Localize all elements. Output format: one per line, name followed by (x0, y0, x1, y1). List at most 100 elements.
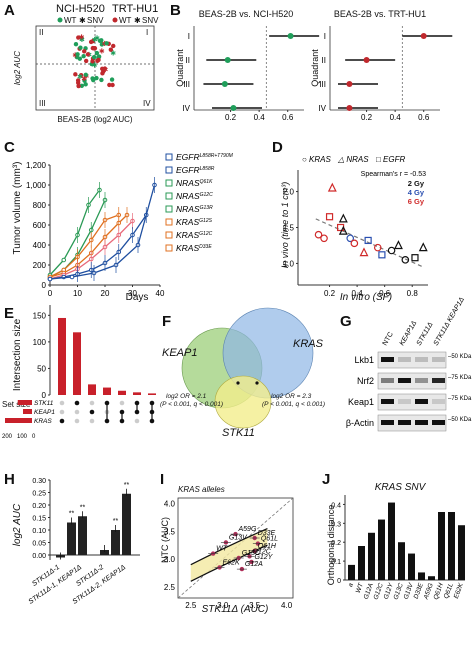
c-legend-marker (165, 231, 173, 239)
c-legend-label: NRASG12C (176, 191, 213, 201)
e-intersection-bar (118, 390, 126, 395)
h-bar (78, 516, 87, 555)
e-set-axis-tick: 0 (32, 434, 36, 440)
d-point-nras (418, 242, 428, 252)
quadrant-iv-label: IV (143, 99, 151, 108)
g-band (432, 420, 445, 425)
h-y-tick-label: 0.30 (32, 478, 46, 485)
i-point-label: A59G (238, 526, 257, 533)
e-y-tick-label: 0 (42, 391, 47, 400)
panel-g-letter: G (340, 313, 352, 330)
c-legend-marker (165, 244, 173, 252)
c-x-tick-label: 10 (73, 289, 82, 298)
h-significance: ** (113, 518, 119, 525)
d-point-egfr (325, 213, 334, 221)
b-quadrant-tick: II (186, 56, 190, 65)
d-point-kras (314, 230, 323, 239)
scatter-wt-point (99, 77, 104, 83)
c-legend-label: KRASG12S (176, 217, 213, 227)
j-bar (368, 532, 375, 580)
d-point-nras (338, 225, 348, 235)
d-x-tick-label: 0.4 (352, 289, 364, 298)
j-bar (378, 519, 385, 580)
panel-b-right-title: BEAS-2B vs. TRT-HU1 (334, 9, 426, 19)
c-y-tick-label: 800 (33, 201, 47, 210)
b-x-tick-label: 0.4 (390, 113, 402, 122)
c-legend-superscript: G13R (200, 205, 213, 211)
h-bar (111, 530, 120, 555)
d-point-nras (393, 240, 403, 250)
scatter-snv-star: ✱ (81, 75, 87, 83)
scatter-wt-point (83, 72, 89, 78)
c-y-tick-label: 1,000 (26, 181, 47, 190)
j-category-label: WT (355, 581, 365, 594)
j-bar (408, 553, 415, 580)
d-dose-label: 2 Gy (408, 179, 425, 188)
c-legend-marker (165, 153, 173, 161)
e-set-label: KEAP1 (34, 409, 55, 416)
e-matrix-dot (59, 418, 65, 424)
e-matrix-dot (119, 400, 125, 406)
e-matrix-dot (89, 400, 95, 406)
scatter-wt-point (109, 77, 115, 82)
j-bar (358, 546, 365, 580)
c-y-tick-label: 0 (42, 281, 47, 290)
panel-j-letter: J (322, 471, 330, 488)
i-point-label: E62K (223, 559, 240, 566)
g-band (381, 420, 394, 425)
panel-e-letter: E (4, 305, 14, 322)
i-point-label: Q61H (258, 543, 277, 550)
panel-d-x-label: In vitro (SF) (340, 292, 392, 303)
h-y-tick-label: 0.25 (32, 491, 46, 498)
scatter-wt-point (110, 82, 115, 88)
scatter-wt-point (96, 57, 101, 63)
panel-c-legend: EGFRL858R+T790M EGFRL858R NRASQ61K NRASG12C… (165, 152, 234, 253)
j-category-label: a (347, 582, 355, 588)
scatter-snv-star: ✱ (72, 51, 78, 59)
scatter-wt-point (108, 47, 114, 52)
h-y-tick-label: 0.05 (32, 541, 46, 548)
h-bar (122, 493, 131, 555)
b-x-tick-label: 0.2 (225, 113, 237, 122)
d-point-nras (338, 213, 348, 223)
i-y-tick-label: 3.0 (164, 555, 176, 564)
c-y-tick-label: 600 (33, 221, 47, 230)
legend-dot-trt-wt (112, 17, 118, 23)
scatter-wt-point (78, 72, 84, 78)
g-band (381, 378, 394, 383)
g-band (432, 378, 445, 383)
d-point-nras (327, 182, 337, 192)
i-point-label: G13C (242, 550, 261, 557)
c-legend-superscript: Q61K (200, 179, 213, 185)
c-growth-curve (49, 189, 101, 276)
c-growth-curve (49, 184, 156, 280)
panel-c-y-label: Tumor volume (mm³) (12, 162, 23, 255)
panel-f: F KEAP1 KRAS STK11 log2 OR = 2.1 (P < 0.… (160, 307, 325, 439)
c-legend-marker (165, 166, 173, 174)
e-intersection-bar (103, 387, 111, 395)
c-legend-marker (165, 218, 173, 226)
scatter-snv-star: ✱ (79, 34, 85, 42)
quadrant-i-label: I (146, 28, 148, 37)
legend-star-trt: ✱ (134, 16, 141, 25)
c-growth-curve (49, 214, 128, 278)
panel-a-letter: A (4, 2, 15, 19)
c-data-point (47, 276, 53, 282)
e-set-axis-tick: 100 (17, 434, 28, 440)
i-band-lower (190, 544, 268, 582)
b-estimate-point (346, 81, 353, 87)
g-band (415, 378, 428, 383)
legend-star-nci: ✱ (79, 16, 86, 25)
g-row-label: β-Actin (346, 418, 374, 428)
venn-ann-right: log2 OR = 2.3 (271, 393, 312, 400)
j-y-tick-label: 0.3 (331, 521, 341, 528)
i-point-label: G13V (229, 534, 248, 541)
d-point-egfr (378, 251, 386, 259)
g-lane-label: NTC (382, 331, 395, 347)
d-point-kras (401, 256, 410, 264)
panel-a-x-label: BEAS-2B (log2 AUC) (57, 115, 132, 124)
scatter-wt-point (88, 39, 94, 45)
i-point-label: D33E (258, 530, 276, 537)
